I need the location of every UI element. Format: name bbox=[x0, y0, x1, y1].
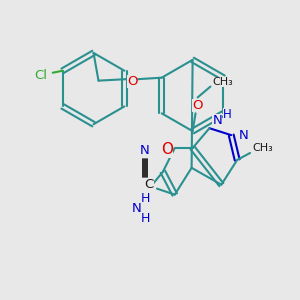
Text: CH₃: CH₃ bbox=[212, 76, 233, 87]
Text: Cl: Cl bbox=[34, 69, 47, 82]
Text: C: C bbox=[144, 178, 154, 191]
Text: N: N bbox=[132, 202, 142, 215]
Text: O: O bbox=[127, 75, 137, 88]
Text: H: H bbox=[223, 108, 232, 121]
Text: H: H bbox=[140, 192, 150, 205]
Text: H: H bbox=[140, 212, 150, 225]
Text: CH₃: CH₃ bbox=[253, 143, 273, 153]
Text: N: N bbox=[212, 114, 222, 127]
Text: N: N bbox=[140, 145, 150, 158]
Text: O: O bbox=[161, 142, 173, 158]
Text: O: O bbox=[192, 99, 203, 112]
Text: N: N bbox=[238, 129, 248, 142]
